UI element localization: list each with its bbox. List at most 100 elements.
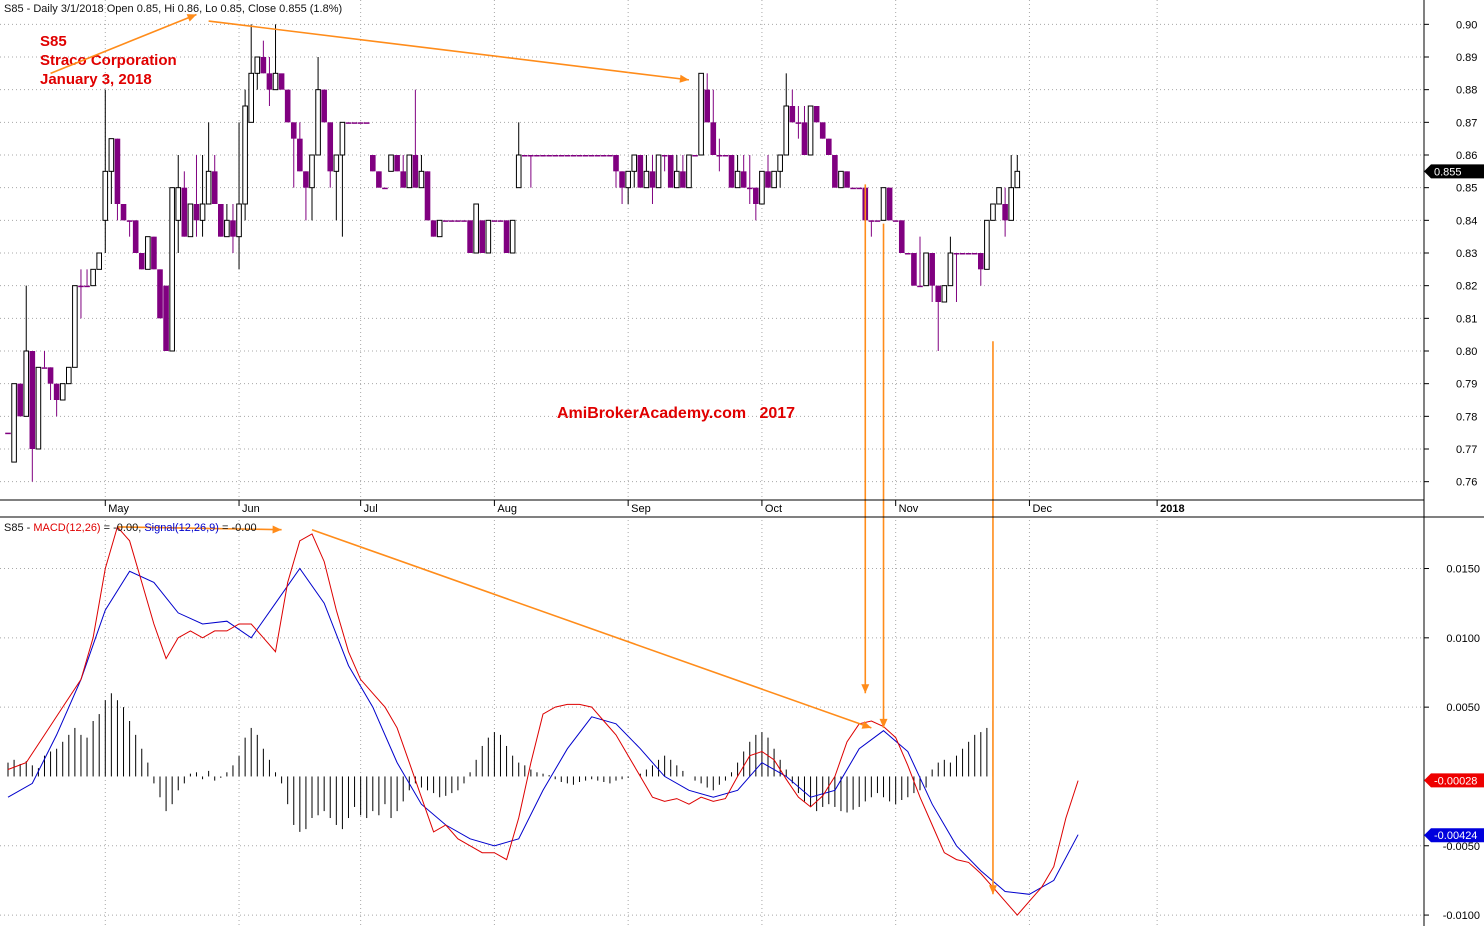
candle-body — [29, 351, 36, 449]
candle-body — [880, 187, 887, 221]
candle-body — [418, 170, 425, 189]
candle-body — [84, 285, 90, 288]
watermark: AmiBrokerAcademy.com 2017 — [557, 405, 795, 422]
candle-body — [546, 155, 552, 157]
price-tick-label: 0.82 — [1456, 281, 1477, 293]
candle-body — [832, 155, 838, 188]
candle-body — [795, 122, 802, 124]
candle-body — [759, 170, 765, 205]
candle-body — [978, 253, 984, 270]
price-candles — [5, 24, 1021, 482]
macd-tick-label: 0.0050 — [1446, 702, 1480, 714]
macd-histogram — [7, 693, 994, 832]
candle-body — [984, 219, 990, 270]
candle-body — [315, 89, 321, 156]
time-tick-label: 2018 — [1160, 503, 1184, 515]
time-tick-label: Sep — [631, 503, 651, 515]
candle-body — [491, 220, 498, 222]
candle-body — [224, 219, 230, 238]
candle-body — [266, 73, 273, 90]
price-trendline-arrowhead — [186, 14, 197, 22]
candle-body — [868, 220, 875, 222]
candle-body — [485, 219, 492, 254]
time-tick-label: May — [108, 503, 129, 515]
candle-body — [552, 155, 558, 157]
price-tick-label: 0.81 — [1456, 313, 1477, 325]
candle-body — [558, 155, 565, 157]
time-axis: May Jun Jul Aug Sep Oct Nov Dec 2018 — [104, 500, 1185, 515]
candle-body — [667, 155, 674, 188]
candle-body — [339, 121, 346, 156]
candle-body — [479, 220, 486, 253]
candle-body — [35, 366, 42, 450]
candle-body — [102, 170, 109, 221]
candle-body — [424, 171, 431, 221]
candle-body — [449, 220, 455, 222]
time-tick-label: Jul — [364, 503, 378, 515]
candle-body — [132, 220, 139, 253]
last-price-tag-bg — [1424, 164, 1484, 179]
candle-body — [157, 269, 163, 319]
candle-body — [236, 203, 242, 238]
candle-body — [959, 253, 966, 255]
candle-body — [917, 285, 923, 288]
macd-tick-label: 0.0100 — [1446, 633, 1480, 645]
candle-body — [242, 105, 248, 205]
candle-body — [789, 106, 796, 123]
candle-body — [1008, 187, 1015, 221]
price-tick-label: 0.85 — [1456, 183, 1477, 195]
vertical-arrow-head — [879, 718, 888, 728]
candle-body — [248, 72, 254, 123]
candle-body — [357, 122, 364, 124]
candle-body — [376, 171, 382, 188]
candle-body — [971, 253, 978, 255]
candle-body — [698, 72, 704, 156]
candle-body — [582, 155, 589, 157]
time-tick-label: Jun — [242, 503, 260, 515]
candle-body — [771, 170, 777, 189]
candle-body — [777, 154, 783, 172]
candle-body — [175, 187, 182, 221]
candle-body — [704, 89, 710, 123]
price-axis: 0.90 0.89 0.88 0.87 0.86 0.85 0.84 0.83 0.82 0.81… — [1424, 19, 1477, 489]
candle-body — [126, 220, 133, 222]
candle-body — [509, 219, 516, 254]
macd-header: S85 - MACD(12,26) = -0.00, Signal(12,26,… — [4, 522, 257, 534]
price-tick-label: 0.90 — [1456, 19, 1477, 31]
price-tick-label: 0.83 — [1456, 248, 1477, 260]
candle-body — [746, 187, 753, 190]
candle-body — [5, 432, 11, 435]
candle-body — [819, 122, 826, 139]
candle-body — [218, 204, 224, 237]
macd-line — [7, 525, 1079, 916]
candle-body — [290, 122, 297, 139]
candle-body — [406, 154, 413, 189]
candle-body — [826, 138, 832, 155]
annotation-company: Straco Corporation — [40, 52, 177, 69]
candle-body — [345, 122, 352, 124]
candle-body — [710, 122, 717, 155]
candle-body — [120, 204, 127, 221]
candle-body — [716, 155, 723, 157]
last-price-tag: 0.855 — [1434, 166, 1462, 178]
price-tick-label: 0.88 — [1456, 85, 1477, 97]
candle-body — [643, 170, 650, 189]
price-tick-label: 0.76 — [1456, 477, 1477, 489]
price-tick-label: 0.84 — [1456, 215, 1477, 227]
candle-body — [72, 285, 78, 368]
candle-body — [297, 138, 303, 172]
macd-trendline-arrowhead — [272, 525, 282, 534]
candle-body — [278, 73, 285, 90]
candle-body — [953, 253, 960, 255]
macd-grid — [0, 520, 1424, 926]
candle-body — [649, 171, 656, 188]
candle-body — [570, 155, 577, 157]
candle-body — [230, 220, 236, 237]
candle-body — [382, 187, 388, 190]
candle-body — [108, 138, 115, 172]
candle-body — [284, 89, 291, 123]
candle-body — [692, 155, 698, 157]
time-tick-label: Dec — [1032, 503, 1052, 515]
